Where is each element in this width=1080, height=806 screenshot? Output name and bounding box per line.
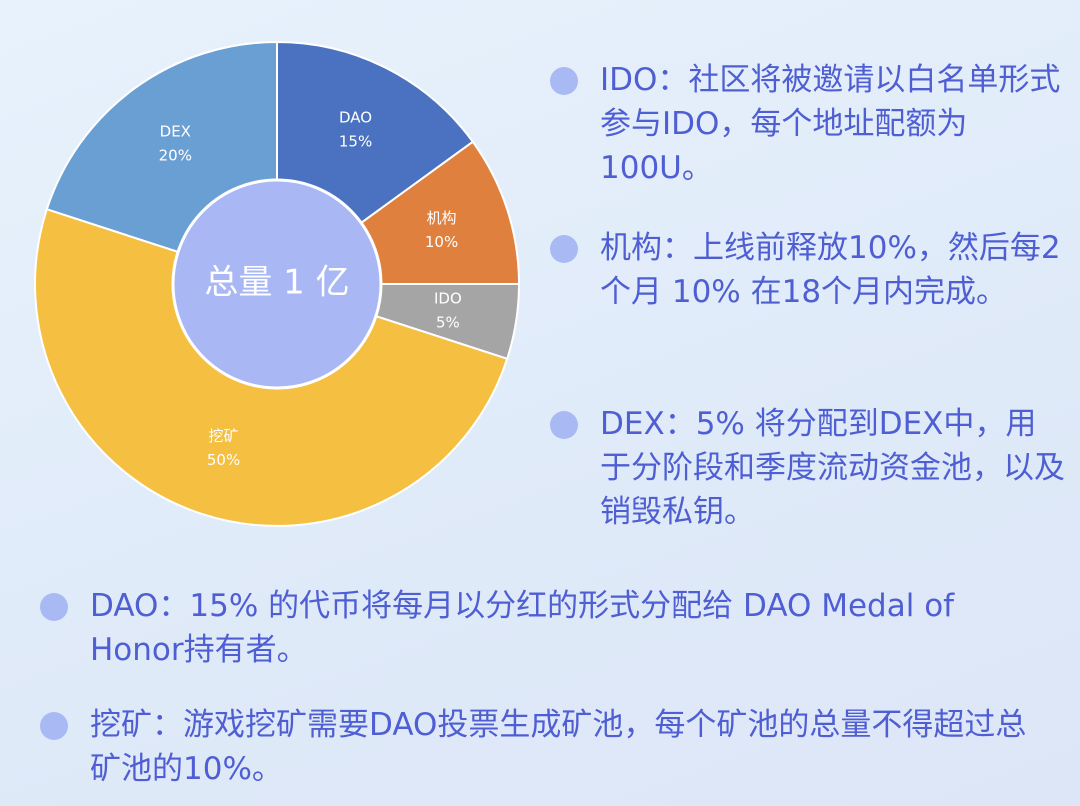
slice-value-label: 50%: [207, 451, 240, 469]
slice-value-label: 20%: [159, 147, 192, 165]
slice-label: 机构: [427, 209, 457, 227]
pie-chart: DAO 15% 机构 10% IDO 5% 挖矿 50% DEX 20% 总量 1 亿: [34, 40, 521, 527]
center-label: 总量 1 亿: [204, 263, 349, 303]
donut-hole: [171, 178, 383, 390]
slice-label: 挖矿: [209, 427, 239, 445]
note: 挖矿：游戏挖矿需要DAO投票生成矿池，每个矿池的总量不得超过总矿池的10%。: [40, 703, 1040, 791]
note: DAO：15% 的代币将每月以分红的形式分配给 DAO Medal of Hon…: [40, 584, 1040, 672]
slice-label: DAO: [339, 108, 372, 126]
note: DEX：5% 将分配到DEX中，用于分阶段和季度流动资金池，以及销毁私钥。: [550, 402, 1065, 534]
slice-label: IDO: [434, 290, 462, 308]
slice-label: DEX: [160, 123, 191, 141]
note: IDO：社区将被邀请以白名单形式参与IDO，每个地址配额为100U。: [550, 58, 1065, 190]
slice-value-label: 15%: [339, 132, 372, 150]
note: 机构：上线前释放10%，然后每2个月 10% 在18个月内完成。: [550, 226, 1065, 314]
slice-value-label: 5%: [436, 314, 460, 332]
slice-value-label: 10%: [425, 233, 458, 251]
